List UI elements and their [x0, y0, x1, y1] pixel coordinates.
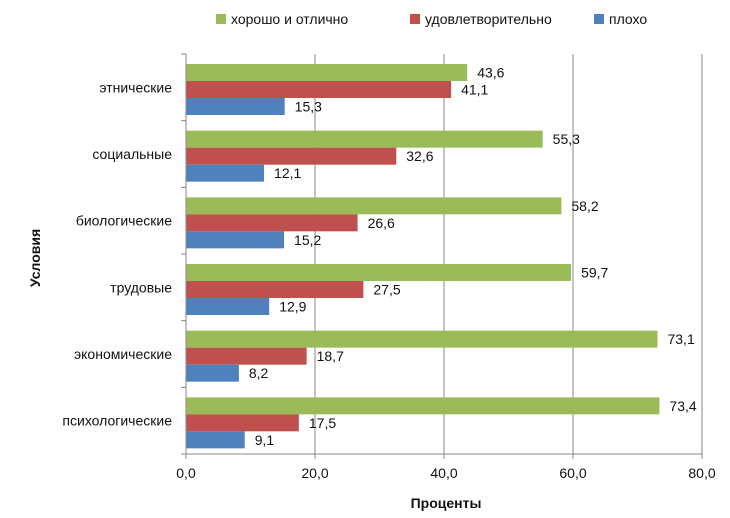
- x-tick-label: 60,0: [559, 465, 586, 481]
- axes: [181, 53, 703, 459]
- data-label: 17,5: [309, 415, 336, 431]
- bar: [186, 298, 270, 315]
- bar: [186, 98, 285, 115]
- data-label: 12,9: [279, 299, 306, 315]
- category-label: биологические: [76, 213, 172, 229]
- bar: [186, 364, 239, 382]
- bar: [186, 264, 572, 281]
- bars: [186, 64, 660, 449]
- x-tick-label: 20,0: [301, 465, 328, 481]
- legend: хорошо и отлично удовлетворительно плохо: [216, 11, 647, 27]
- data-label: 27,5: [373, 282, 400, 298]
- bar: [186, 147, 397, 165]
- bar: [186, 214, 358, 232]
- x-tick-label: 0,0: [176, 465, 196, 481]
- legend-swatch: [410, 14, 420, 24]
- category-label: трудовые: [110, 279, 172, 295]
- category-labels: этнические социальные биологические трудовы…: [62, 79, 172, 428]
- data-label: 73,1: [667, 331, 694, 347]
- bar: [186, 231, 285, 249]
- data-label: 26,6: [368, 215, 395, 231]
- legend-label: удовлетворительно: [425, 11, 552, 27]
- data-label: 73,4: [669, 398, 696, 414]
- data-label: 18,7: [317, 348, 344, 364]
- bar: [186, 281, 364, 298]
- grid-lines: [314, 54, 703, 454]
- data-labels: 43,641,1 15,3 55,3 32,6 12,1 58,2 26,6 15,2 59,7…: [249, 65, 697, 448]
- data-label: 8,2: [249, 365, 269, 381]
- category-label: этнические: [99, 79, 172, 95]
- data-label: 55,3: [553, 131, 580, 147]
- legend-swatch: [594, 14, 604, 24]
- bar: [186, 197, 562, 215]
- data-label: 59,7: [581, 265, 608, 281]
- bar: [186, 164, 265, 182]
- y-axis-title: Условия: [27, 229, 43, 287]
- data-label: 41,1: [461, 82, 488, 98]
- data-label: 15,3: [295, 99, 322, 115]
- data-label: 58,2: [571, 198, 598, 214]
- x-tick-labels: 0,0 20,0 40,0 60,0 80,0: [176, 465, 716, 481]
- category-label: экономические: [74, 346, 172, 362]
- legend-swatch: [216, 14, 226, 24]
- data-label: 32,6: [406, 148, 433, 164]
- bar: [186, 347, 307, 365]
- bar: [186, 414, 299, 432]
- x-tick-label: 40,0: [430, 465, 457, 481]
- x-tick-label: 80,0: [688, 465, 715, 481]
- data-label: 43,6: [477, 65, 504, 81]
- bar: [186, 397, 660, 415]
- legend-label: хорошо и отлично: [231, 11, 348, 27]
- bar: [186, 130, 543, 148]
- bar: [186, 431, 245, 449]
- x-axis-title: Проценты: [411, 495, 482, 511]
- data-label: 9,1: [255, 432, 275, 448]
- bar: [186, 330, 658, 348]
- data-label: 15,2: [294, 232, 321, 248]
- category-label: социальные: [92, 146, 172, 162]
- data-label: 12,1: [274, 165, 301, 181]
- bar: [186, 81, 452, 98]
- legend-label: плохо: [609, 11, 647, 27]
- bar: [186, 64, 468, 81]
- category-label: психологические: [62, 413, 172, 429]
